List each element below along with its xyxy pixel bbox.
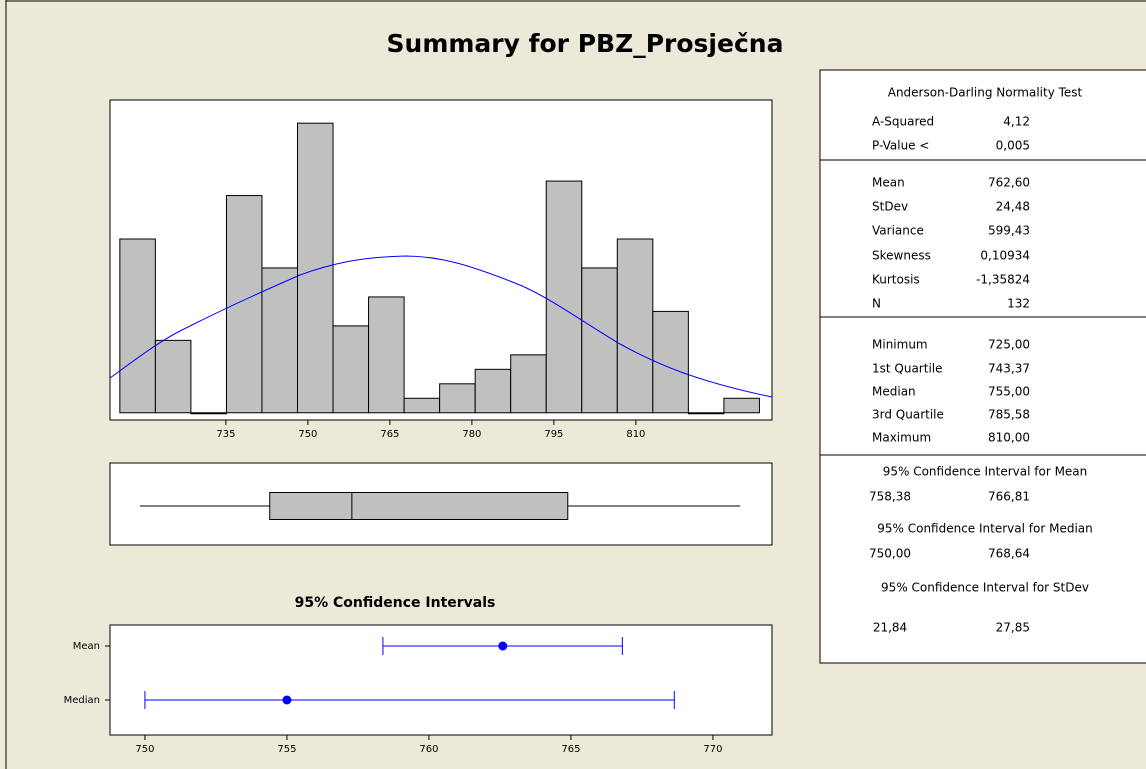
x-tick-label: 780 xyxy=(462,429,481,440)
ci-upper: 766,81 xyxy=(988,490,1030,504)
histogram-bar xyxy=(403,397,441,414)
interval-title: 95% Confidence Intervals xyxy=(295,595,496,611)
histogram-bar xyxy=(297,122,334,414)
stat-value: 599,43 xyxy=(988,224,1030,238)
histogram-bar xyxy=(545,180,583,414)
section-title: 95% Confidence Interval for Mean xyxy=(883,465,1088,479)
stat-label: StDev xyxy=(872,200,908,214)
stat-value: -1,35824 xyxy=(976,273,1030,287)
x-tick-label: 750 xyxy=(298,429,317,440)
section-title: Anderson-Darling Normality Test xyxy=(888,86,1083,100)
histogram-bar xyxy=(581,267,618,414)
x-tick-label: 795 xyxy=(544,429,563,440)
category-label: Mean xyxy=(73,641,100,652)
box xyxy=(269,492,569,520)
stat-label: 1st Quartile xyxy=(872,362,943,376)
stat-label: Maximum xyxy=(872,431,931,445)
histogram-bar xyxy=(652,310,689,414)
ci-lower: 21,84 xyxy=(873,621,907,635)
histogram-bar xyxy=(225,195,263,414)
x-tick-label: 810 xyxy=(626,429,645,440)
histogram-bar xyxy=(723,397,760,414)
x-tick-label: 735 xyxy=(216,429,235,440)
stats-table xyxy=(819,69,1146,664)
histogram-bar xyxy=(261,267,299,414)
histogram-bar xyxy=(154,339,192,414)
stat-label: Mean xyxy=(872,176,905,190)
stat-label: 3rd Quartile xyxy=(872,408,944,422)
x-tick-label: 770 xyxy=(703,744,722,755)
stat-label: Skewness xyxy=(872,249,931,263)
ci-lower: 758,38 xyxy=(869,490,911,504)
stat-value: 0,005 xyxy=(996,139,1030,153)
stat-label: Variance xyxy=(872,224,924,238)
interval-frame xyxy=(109,624,773,736)
stat-label: Minimum xyxy=(872,338,928,352)
normal-fit-curve xyxy=(109,255,773,398)
stat-value: 4,12 xyxy=(1003,115,1030,129)
stat-label: Kurtosis xyxy=(872,273,920,287)
stat-value: 725,00 xyxy=(988,338,1030,352)
histogram-bar xyxy=(368,296,405,414)
title: Summary for PBZ_Prosječna xyxy=(387,29,784,58)
stat-label: P-Value < xyxy=(872,139,929,153)
stat-value: 132 xyxy=(1007,297,1030,311)
histogram-bar xyxy=(190,412,227,415)
stat-value: 0,10934 xyxy=(980,249,1030,263)
x-tick-label: 765 xyxy=(561,744,580,755)
stat-label: A-Squared xyxy=(872,115,934,129)
estimate-point xyxy=(282,695,292,705)
histogram-bar xyxy=(119,238,156,414)
ci-upper: 27,85 xyxy=(996,621,1030,635)
stat-value: 743,37 xyxy=(988,362,1030,376)
stat-label: Median xyxy=(872,385,916,399)
ci-upper: 768,64 xyxy=(988,547,1030,561)
histogram-bar xyxy=(474,368,512,414)
section-title: 95% Confidence Interval for StDev xyxy=(881,581,1089,595)
ci-lower: 750,00 xyxy=(869,547,911,561)
x-tick-label: 755 xyxy=(277,744,296,755)
stat-label: N xyxy=(872,297,881,311)
stat-value: 24,48 xyxy=(996,200,1030,214)
histogram-bar xyxy=(332,325,370,414)
histogram-bar xyxy=(510,354,547,414)
stat-value: 762,60 xyxy=(988,176,1030,190)
histogram-bar xyxy=(687,412,725,415)
stat-value: 810,00 xyxy=(988,431,1030,445)
histogram-bar xyxy=(616,238,654,414)
stat-value: 785,58 xyxy=(988,408,1030,422)
x-tick-label: 750 xyxy=(135,744,154,755)
x-tick-label: 760 xyxy=(419,744,438,755)
estimate-point xyxy=(498,641,508,651)
histogram-bar xyxy=(439,383,476,414)
stat-value: 755,00 xyxy=(988,385,1030,399)
section-title: 95% Confidence Interval for Median xyxy=(877,522,1093,536)
category-label: Median xyxy=(64,695,100,706)
x-tick-label: 765 xyxy=(380,429,399,440)
